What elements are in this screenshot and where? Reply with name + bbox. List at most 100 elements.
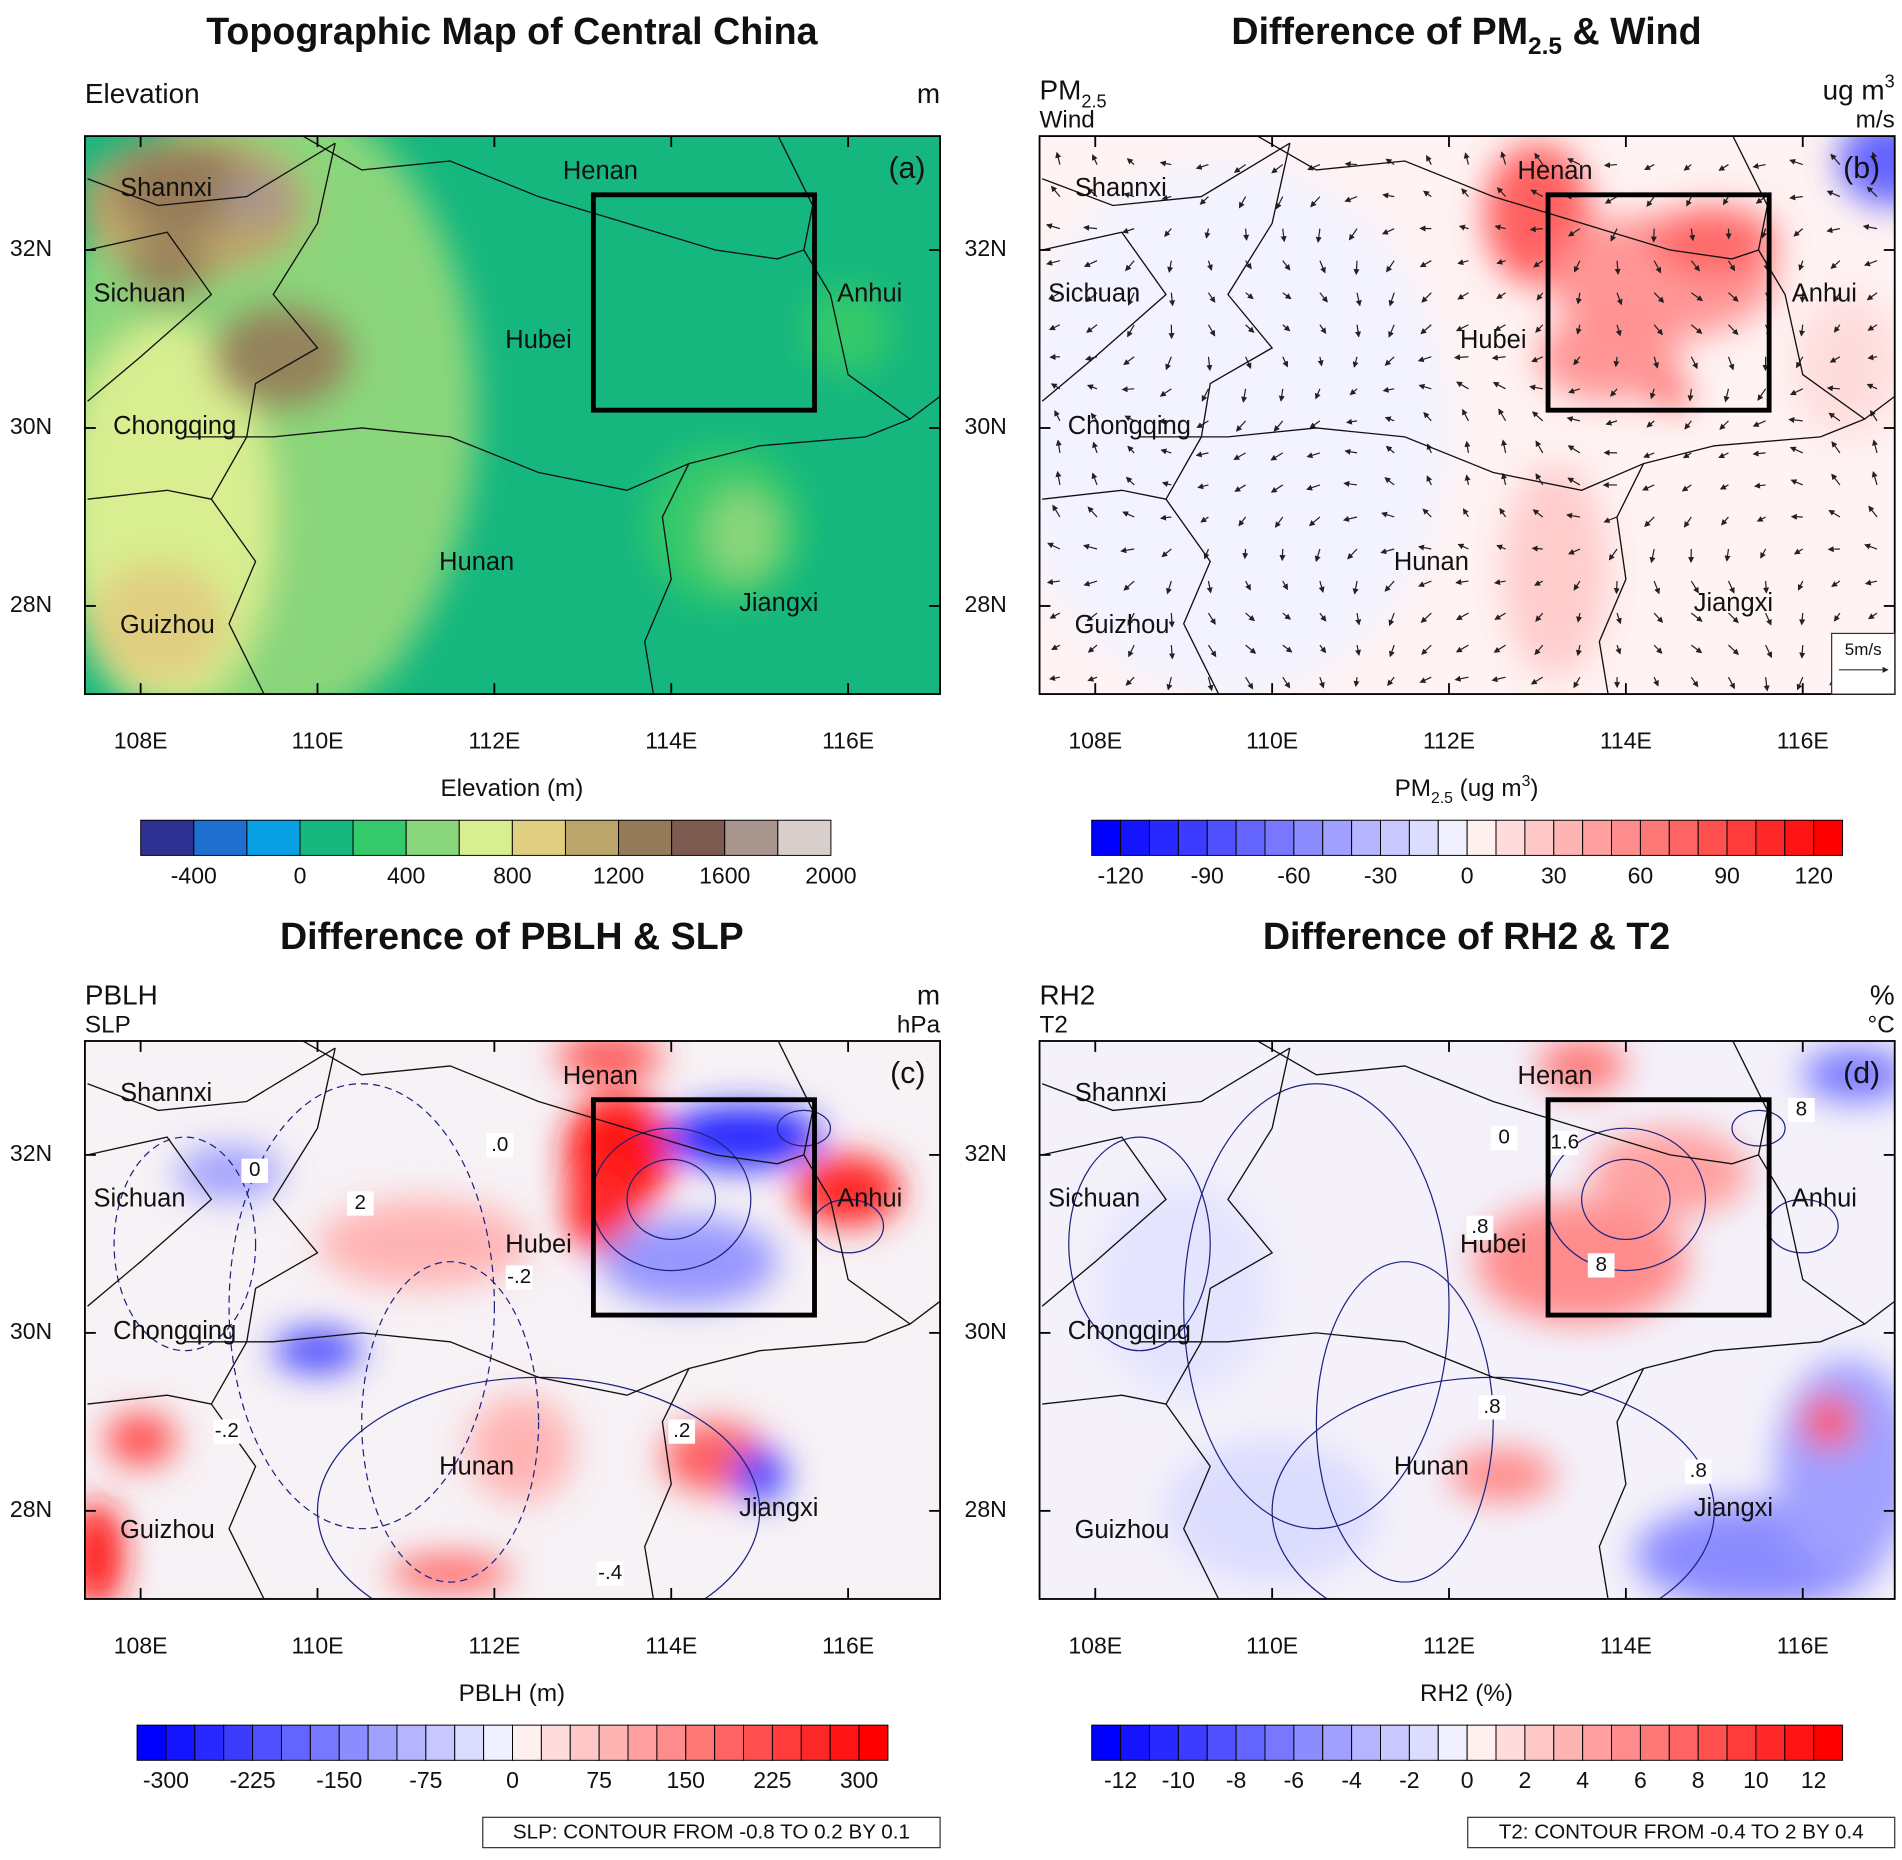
wind-vector [1576,612,1583,623]
province-boundary [1598,1368,1645,1599]
wind-vector [1355,612,1362,626]
wind-vector [1384,477,1395,486]
wind-vector [1382,192,1395,199]
wind-vector [1573,580,1581,591]
wind-vector [1567,477,1581,486]
field-blob [1793,294,1895,437]
field [1039,1040,1895,1599]
y-tick-label: 32N [965,1140,1007,1166]
x-tick-label: 110E [291,728,343,754]
y-tick-label: 32N [965,235,1007,261]
wind-vector [1161,194,1172,201]
province-label: Jiangxi [739,589,818,617]
colorbar-swatch [396,1724,427,1761]
colorbar-swatch [454,1724,485,1761]
wind-vector [1789,158,1803,166]
wind-vector [1869,410,1878,422]
province-label: Guizhou [120,611,215,639]
wind-vector [1426,475,1433,486]
wind-vector [1245,644,1257,654]
colorbar-tick-label: 225 [753,1767,791,1793]
wind-vector [1282,260,1291,271]
wind-vector [1573,356,1581,366]
wind-vector [1644,164,1655,170]
wind-vector [1493,579,1506,586]
wind-vector [1386,260,1395,273]
province-boundary [644,463,690,695]
wind-vector [1344,161,1358,168]
province-boundary [1757,1154,1866,1325]
colorbar-tick-label: -2 [1399,1767,1419,1793]
contour-label: .8 [1690,1459,1707,1482]
colorbar-swatch [299,819,354,856]
wind-vector [1491,676,1506,683]
wind-vector [1765,612,1772,626]
province-boundary [87,231,213,402]
wind-vector [1728,324,1739,336]
wind-vector [1125,676,1135,686]
footnote-box [1467,1816,1896,1849]
province-boundary [1139,1300,1895,1396]
wind-vector [1422,508,1432,518]
wind-vector [1087,506,1098,518]
colorbar-tick-label: -90 [1191,862,1224,888]
province-boundary [246,143,336,437]
wind-vector [1207,292,1216,303]
wind-vector [1048,675,1060,682]
wind-vector [1462,508,1469,518]
colorbar-tick-label: 4 [1576,1767,1589,1793]
wind-vector [1690,260,1700,272]
wind-vector [1238,516,1247,527]
province-label: Shannxi [1075,174,1167,202]
wind-vector [1496,187,1507,198]
field-blob [1652,379,1688,406]
wind-vector [1271,164,1284,174]
wind-vector [1347,548,1358,560]
wind-vector [1799,613,1806,626]
wind-vector [1206,580,1213,594]
wind-vector [1123,580,1135,591]
footnote: T2: CONTOUR FROM -0.4 TO 2 BY 0.4 [1499,1821,1864,1844]
wind-vector [1122,227,1135,234]
colorbar-tick-label: 120 [1794,862,1832,888]
x-tick-label: 116E [822,1633,874,1659]
wind-vector [1456,381,1469,390]
text-part: Elevation [85,78,200,109]
wind-vector [1531,411,1544,422]
y-tick-label: 30N [965,1318,1007,1344]
colorbar-tick-label: 60 [1628,862,1654,888]
x-tick-label: 108E [114,728,168,754]
colorbar-tick-label: -75 [409,1767,442,1793]
wind-vector [1727,260,1736,272]
wind-vector [1649,388,1656,400]
wind-vector [1690,292,1704,302]
colorbar-swatch [1322,1724,1353,1761]
contour-label: -.2 [507,1265,531,1288]
y-tick-label: 30N [10,413,52,439]
wind-vector [1728,612,1739,624]
x-tick-label: 114E [645,728,697,754]
wind-vector [1314,388,1321,400]
wind-vector [1761,228,1767,239]
wind-vector [1530,676,1544,685]
contour-label: 1.6 [1550,1130,1579,1153]
wind-vector [1082,543,1098,550]
wind-vector [1690,644,1703,654]
wind-vector [1653,260,1662,274]
colorbar-swatch [1755,819,1786,856]
contour-label-bg [346,1191,374,1216]
wind-vector [1128,644,1135,658]
x-axis-label: PBLH (m) [459,1680,565,1707]
contour-label: 0 [249,1158,260,1181]
province-boundary [644,1368,690,1599]
wind-vector [1388,324,1395,338]
contour-label-bg [213,1419,241,1444]
wind-vector [1610,228,1618,242]
province-label: Guizhou [1075,611,1170,639]
wind-vector [1276,196,1284,210]
province-boundary [246,1047,336,1342]
wind-vector [1464,440,1471,453]
x-tick-label: 110E [1246,1633,1298,1659]
right-label: % [1870,980,1895,1011]
wind-vector [1123,192,1135,199]
